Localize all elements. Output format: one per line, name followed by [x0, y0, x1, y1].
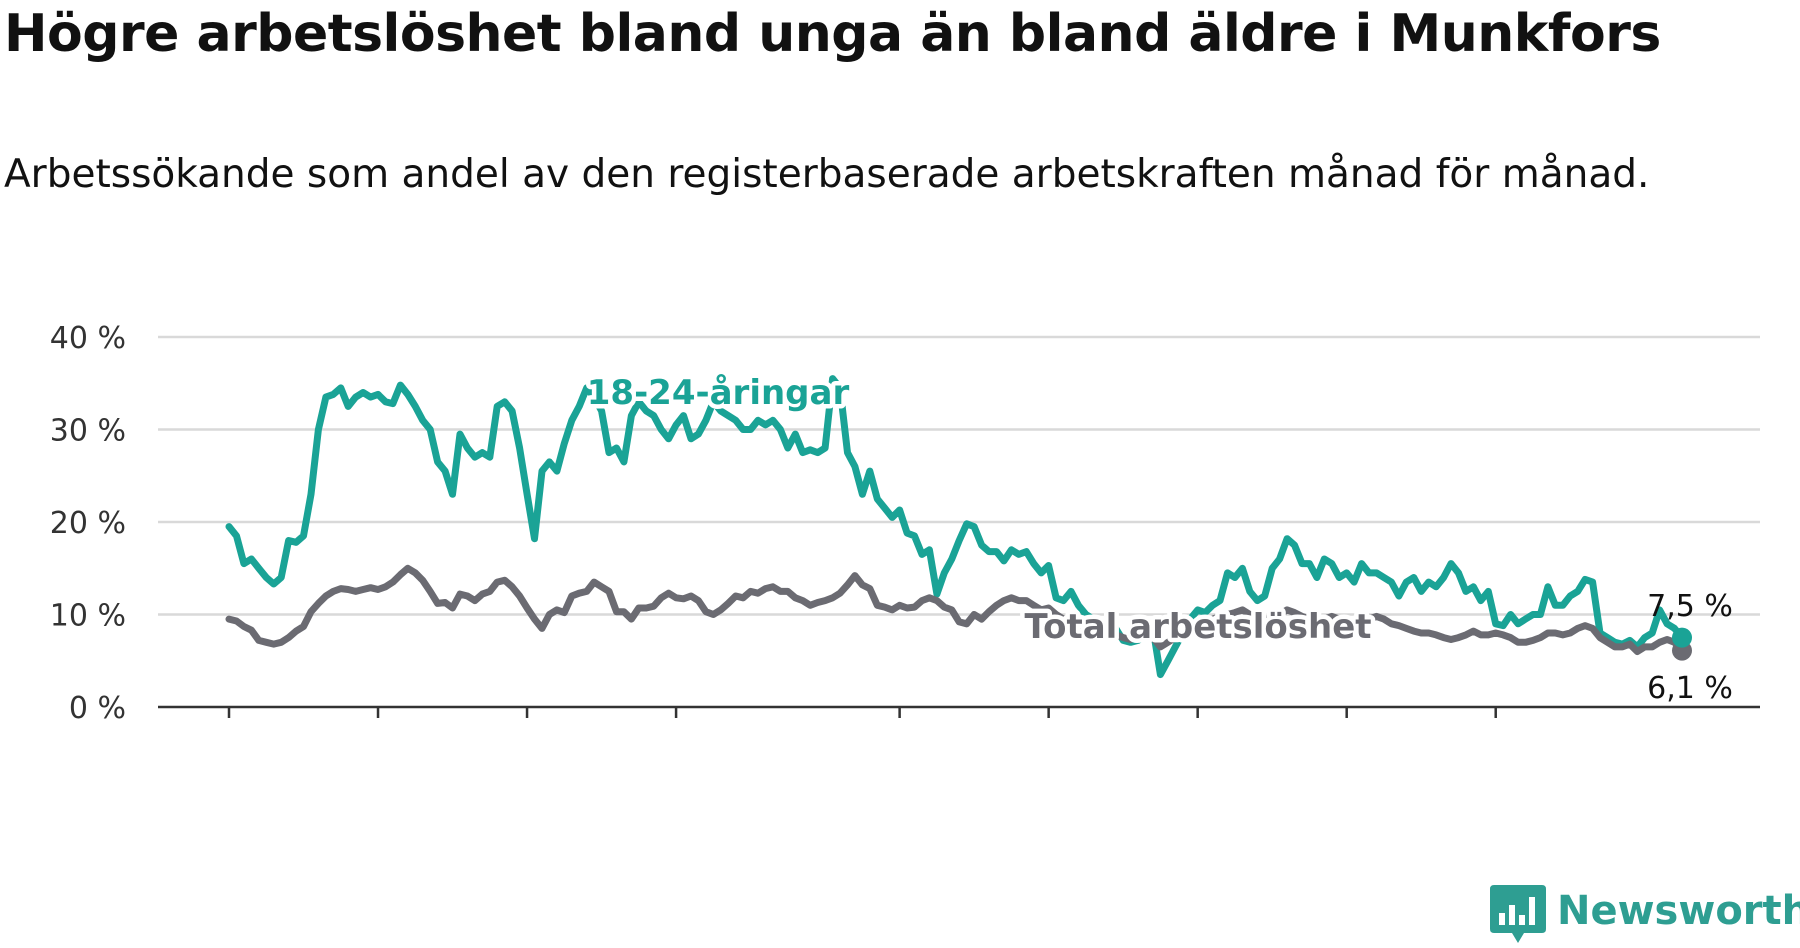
- series-label-total: Total arbetslöshet: [1024, 607, 1371, 647]
- series-label-youth: 18-24-åringar: [587, 373, 850, 413]
- y-tick-label: 0 %: [69, 691, 126, 720]
- brand-name: Newsworthy: [1557, 888, 1800, 934]
- chart-subtitle: Arbetssökande som andel av den registerb…: [4, 152, 1650, 197]
- y-tick-label: 10 %: [50, 599, 126, 634]
- end-label-total: 6,1 %: [1647, 671, 1733, 706]
- chart-title: Högre arbetslöshet bland unga än bland ä…: [4, 4, 1661, 64]
- y-tick-label: 40 %: [50, 321, 126, 356]
- newsworthy-logo-icon: [1490, 885, 1546, 943]
- line-chart: 0 %10 %20 %30 %40 %200820102012201420172…: [50, 321, 1760, 720]
- series-line-youth: [225, 375, 1686, 679]
- y-tick-label: 30 %: [50, 414, 126, 449]
- y-tick-label: 20 %: [50, 506, 126, 541]
- series-line-total: [225, 564, 1686, 655]
- end-point-youth: [1672, 627, 1692, 648]
- end-label-youth: 7,5 %: [1647, 589, 1733, 624]
